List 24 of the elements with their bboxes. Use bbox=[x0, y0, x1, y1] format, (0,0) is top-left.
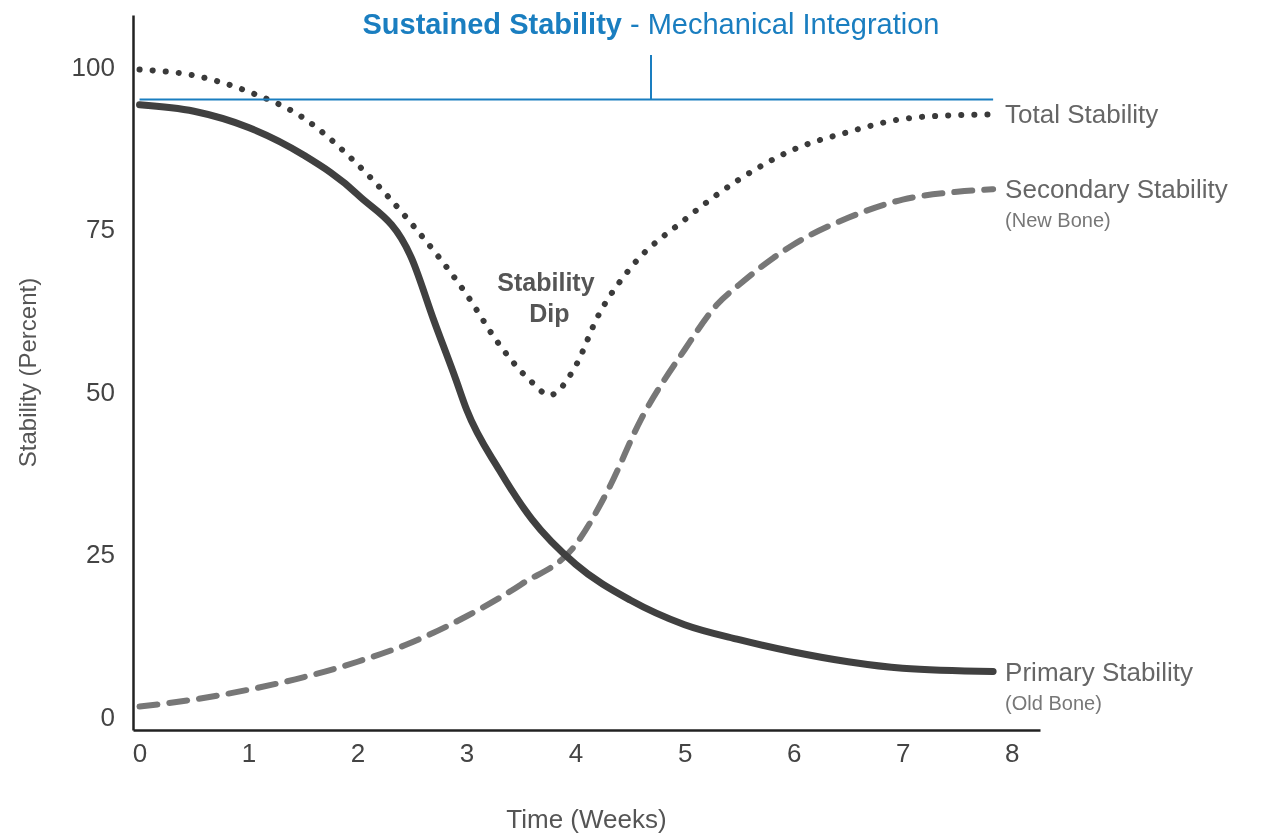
y-tick-label: 75 bbox=[86, 214, 115, 245]
x-axis-title: Time (Weeks) bbox=[506, 804, 667, 833]
x-tick-label: 1 bbox=[241, 738, 257, 769]
x-tick-label: 5 bbox=[677, 738, 693, 769]
y-tick-label: 0 bbox=[100, 701, 115, 732]
x-tick-label: 3 bbox=[459, 738, 475, 769]
annotation: Stability Dip bbox=[497, 268, 602, 328]
series-label: Total Stability bbox=[1005, 99, 1159, 130]
x-tick-label: 2 bbox=[350, 738, 366, 769]
series-label: Primary Stability bbox=[1005, 656, 1193, 687]
y-tick-label: 50 bbox=[86, 376, 115, 407]
annotation: (New Bone) bbox=[1005, 209, 1111, 232]
x-tick-label: 4 bbox=[568, 738, 584, 769]
x-tick-label: 0 bbox=[132, 738, 148, 769]
chart-subtitle: - Mechanical Integration bbox=[621, 8, 940, 40]
y-axis-title: Stability (Percent) bbox=[14, 277, 41, 468]
chart-title: Sustained Stability bbox=[362, 8, 622, 40]
x-tick-label: 7 bbox=[895, 738, 911, 769]
x-tick-label: 6 bbox=[786, 738, 802, 769]
series-label: Secondary Stability bbox=[1005, 174, 1228, 205]
y-tick-label: 100 bbox=[71, 51, 115, 82]
annotation: (Old Bone) bbox=[1005, 691, 1102, 714]
y-tick-label: 25 bbox=[86, 539, 115, 570]
x-tick-label: 8 bbox=[1004, 738, 1020, 769]
